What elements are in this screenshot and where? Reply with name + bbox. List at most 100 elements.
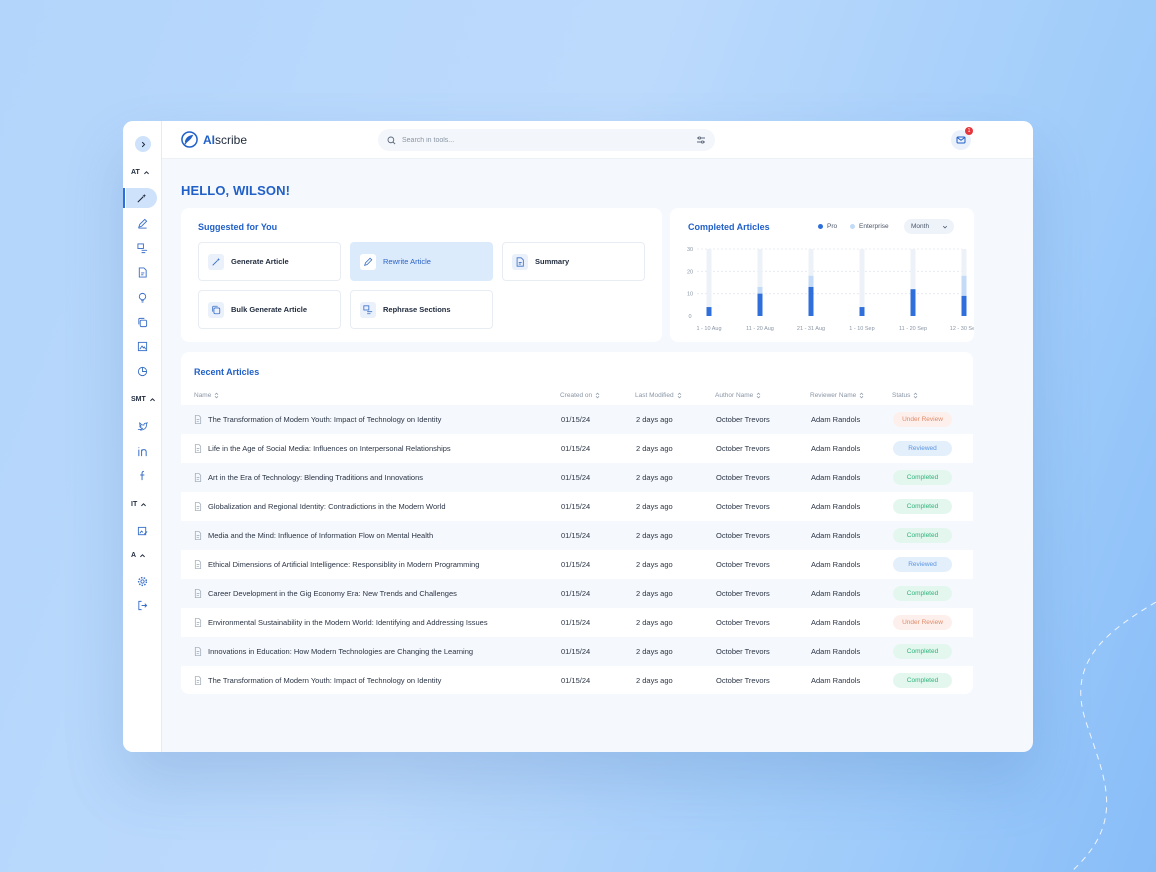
status-badge: Under Review (893, 412, 952, 427)
reviewer-name: Adam Randols (811, 560, 861, 569)
period-select-value: Month (911, 223, 930, 230)
rephrase-icon (136, 242, 147, 253)
bar-pro (706, 307, 712, 316)
table-row[interactable]: The Transformation of Modern Youth: Impa… (181, 666, 973, 695)
last-modified: 2 days ago (636, 589, 673, 598)
article-name[interactable]: Art in the Era of Technology: Blending T… (208, 473, 423, 482)
bar-pro (757, 293, 763, 316)
sidebar-item-magic[interactable] (126, 188, 157, 208)
article-name[interactable]: Ethical Dimensions of Artificial Intelli… (208, 560, 480, 569)
sidebar-item-summary[interactable] (134, 264, 150, 280)
created-on: 01/15/24 (561, 531, 591, 540)
article-name-cell: Ethical Dimensions of Artificial Intelli… (194, 550, 479, 579)
article-name[interactable]: Life in the Age of Social Media: Influen… (208, 444, 451, 453)
tool-bulk-generate-article[interactable]: Bulk Generate Article (198, 290, 341, 329)
column-header[interactable]: Status (892, 392, 918, 399)
sidebar-section-a[interactable]: A (131, 552, 146, 559)
article-name-cell: The Transformation of Modern Youth: Impa… (194, 666, 441, 695)
sidebar-section-label: A (131, 552, 137, 559)
table-row[interactable]: Art in the Era of Technology: Blending T… (181, 463, 973, 492)
article-name-cell: Globalization and Regional Identity: Con… (194, 492, 446, 521)
column-header[interactable]: Reviewer Name (810, 392, 864, 399)
bar-track (859, 249, 865, 316)
status-badge: Completed (893, 644, 952, 659)
article-name[interactable]: Innovations in Education: How Modern Tec… (208, 647, 474, 656)
twitter-icon (137, 421, 148, 431)
sidebar-item-linkedin[interactable] (134, 443, 150, 459)
sidebar-item-bulk[interactable] (134, 314, 150, 330)
table-row[interactable]: Innovations in Education: How Modern Tec… (181, 637, 973, 666)
period-select[interactable]: Month (904, 219, 954, 234)
article-name[interactable]: Career Development in the Gig Economy Er… (208, 589, 457, 598)
sidebar-section-it[interactable]: IT (131, 501, 147, 508)
table-row[interactable]: Globalization and Regional Identity: Con… (181, 492, 973, 521)
notifications-button[interactable]: 1 (951, 127, 973, 150)
x-tick-label: 12 - 30 Sep (950, 326, 974, 332)
column-header[interactable]: Created on (560, 392, 600, 399)
tool-generate-article[interactable]: Generate Article (198, 242, 341, 281)
table-row[interactable]: Environmental Sustainability in the Mode… (181, 608, 973, 637)
reviewer-name: Adam Randols (811, 531, 861, 540)
sidebar-item-analytics[interactable] (134, 363, 150, 379)
chevron-up-icon (141, 503, 147, 507)
legend-swatch (850, 224, 855, 229)
filter-sliders-icon[interactable] (696, 135, 706, 145)
sidebar-item-ideas[interactable] (134, 289, 150, 305)
sidebar-item-logout[interactable] (134, 597, 150, 613)
sidebar-item-image[interactable] (134, 338, 150, 354)
table-row[interactable]: Career Development in the Gig Economy Er… (181, 579, 973, 608)
search-icon (387, 136, 396, 144)
sidebar-section-at[interactable]: AT (131, 169, 150, 176)
column-header[interactable]: Name (194, 392, 219, 399)
sort-icon (595, 392, 600, 399)
tool-icon-wrap (512, 253, 528, 270)
tool-label: Summary (535, 257, 570, 266)
last-modified: 2 days ago (636, 618, 673, 627)
bar-enterprise (808, 275, 814, 316)
sidebar-item-settings[interactable] (134, 573, 150, 589)
tool-rewrite-article[interactable]: Rewrite Article (350, 242, 493, 281)
table-row[interactable]: Life in the Age of Social Media: Influen… (181, 434, 973, 463)
author-name: October Trevors (716, 676, 770, 685)
article-name[interactable]: Globalization and Regional Identity: Con… (208, 502, 446, 511)
x-tick-label: 1 - 10 Aug (696, 326, 721, 332)
app-logo[interactable]: AIscribe (181, 131, 247, 148)
tool-rephrase-sections[interactable]: Rephrase Sections (350, 290, 493, 329)
chart-title: Completed Articles (688, 222, 770, 232)
column-header[interactable]: Author Name (715, 392, 761, 399)
table-row[interactable]: Ethical Dimensions of Artificial Intelli… (181, 550, 973, 579)
search-input[interactable] (402, 136, 690, 144)
x-tick-label: 11 - 20 Sep (899, 326, 927, 332)
sidebar-toggle-button[interactable] (135, 136, 151, 152)
document-icon (138, 266, 147, 278)
suggested-card: Suggested for You Generate Article Rewri… (181, 208, 662, 342)
sidebar-item-twitter[interactable] (134, 418, 150, 434)
column-header[interactable]: Last Modified (635, 392, 682, 399)
sidebar-item-rewrite[interactable] (134, 215, 150, 231)
sidebar-item-rephrase[interactable] (134, 240, 150, 256)
article-name[interactable]: The Transformation of Modern Youth: Impa… (208, 676, 442, 685)
article-name-cell: Media and the Mind: Influence of Informa… (194, 521, 433, 550)
file-icon (194, 444, 202, 453)
legend-swatch (818, 224, 823, 229)
column-header-label: Author Name (715, 392, 754, 399)
article-name[interactable]: The Transformation of Modern Youth: Impa… (208, 415, 442, 424)
table-row[interactable]: Media and the Mind: Influence of Informa… (181, 521, 973, 550)
article-name[interactable]: Media and the Mind: Influence of Informa… (208, 531, 434, 540)
sidebar-section-label: AT (131, 169, 140, 176)
bar-track (961, 249, 967, 316)
reviewer-name: Adam Randols (811, 647, 861, 656)
tool-summary[interactable]: Summary (502, 242, 645, 281)
created-on: 01/15/24 (561, 502, 591, 511)
table-row[interactable]: The Transformation of Modern Youth: Impa… (181, 405, 973, 434)
status-badge: Reviewed (893, 441, 952, 456)
article-name[interactable]: Environmental Sustainability in the Mode… (208, 618, 488, 627)
author-name: October Trevors (716, 473, 770, 482)
sidebar-item-facebook[interactable] (134, 467, 150, 483)
suggested-title: Suggested for You (198, 222, 278, 232)
file-icon (194, 676, 202, 685)
column-header-label: Created on (560, 392, 593, 399)
author-name: October Trevors (716, 647, 770, 656)
sidebar-item-image-tools[interactable] (134, 523, 150, 539)
sidebar-section-smt[interactable]: SMT (131, 396, 156, 403)
